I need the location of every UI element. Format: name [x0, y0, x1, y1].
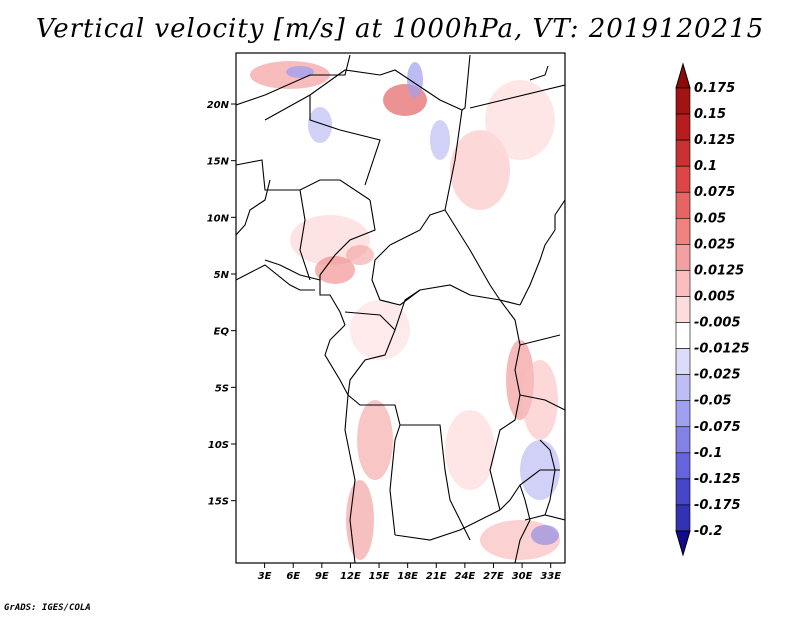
- lon-tick-label: 15E: [369, 571, 390, 582]
- colorbar-top-arrow: [675, 62, 691, 89]
- lat-tick-label: 15N: [207, 157, 230, 168]
- colorbar-swatch: [675, 113, 691, 141]
- colorbar-swatch: [675, 217, 691, 245]
- latitude-axis: 20N 15N 10N 5N EQ 5S 10S 15S: [207, 100, 236, 508]
- colorbar-swatch: [675, 374, 691, 402]
- colorbar-swatch: [675, 296, 691, 323]
- lat-tick-label: 10S: [208, 440, 229, 451]
- lon-tick-label: 6E: [286, 571, 300, 582]
- colorbar-swatch: [675, 87, 691, 115]
- lon-tick-label: 12E: [340, 571, 361, 582]
- lon-tick-label: 24E: [454, 571, 475, 582]
- colorbar-swatch: [675, 348, 691, 375]
- colorbar-swatch: [675, 165, 691, 193]
- colorbar-label: -0.125: [694, 472, 741, 487]
- lon-tick-label: 21E: [426, 571, 447, 582]
- lon-tick-label: 18E: [397, 571, 418, 582]
- colorbar-label: -0.175: [694, 498, 741, 513]
- colorbar-label: -0.0125: [694, 342, 750, 357]
- colorbar-label: 0.1: [694, 159, 717, 174]
- lon-tick-label: 33E: [540, 571, 561, 582]
- lat-tick-label: 20N: [207, 100, 230, 111]
- lat-tick-label: EQ: [214, 327, 230, 338]
- map-title: Vertical velocity [m/s] at 1000hPa, VT: …: [35, 14, 765, 44]
- colorbar-label: 0.0125: [694, 263, 744, 278]
- lon-tick-label: 9E: [315, 571, 329, 582]
- colorbar-label: 0.025: [694, 237, 735, 252]
- colorbar-swatch: [675, 191, 691, 219]
- colorbar-swatch: [675, 322, 691, 349]
- colorbar-label: 0.125: [694, 133, 735, 148]
- lat-tick-label: 5N: [214, 270, 230, 281]
- lat-tick-label: 15S: [208, 497, 229, 508]
- footer-credit: GrADS: IGES/COLA: [4, 603, 91, 613]
- colorbar-label: -0.005: [694, 316, 741, 331]
- colorbar-label: 0.075: [694, 185, 735, 200]
- colorbar-swatch: [675, 244, 691, 271]
- lat-tick-label: 10N: [207, 213, 230, 224]
- colorbar-label: 0.005: [694, 289, 735, 304]
- longitude-axis: 3E 6E 9E 12E 15E 18E 21E 24E 27E 30E 33E: [258, 563, 561, 582]
- colorbar-label: -0.1: [694, 446, 722, 461]
- colorbar-label: -0.2: [694, 524, 722, 539]
- lon-tick-label: 30E: [512, 571, 533, 582]
- colorbar-label: 0.15: [694, 107, 726, 122]
- velocity-field: [250, 61, 560, 560]
- colorbar-label: -0.05: [694, 394, 731, 409]
- colorbar-swatch: [675, 452, 691, 480]
- country-borders: [236, 54, 565, 563]
- colorbar-swatch: [675, 139, 691, 167]
- lon-tick-label: 3E: [258, 571, 272, 582]
- lat-tick-label: 5S: [215, 383, 229, 394]
- lon-tick-label: 27E: [483, 571, 504, 582]
- colorbar: 0.175 0.15 0.125 0.1 0.075 0.05 0.025 0.0125 0.0…: [675, 62, 750, 557]
- colorbar-bottom-arrow: [675, 530, 691, 557]
- colorbar-swatch: [675, 504, 691, 532]
- colorbar-swatch: [675, 478, 691, 506]
- colorbar-label: -0.075: [694, 420, 741, 435]
- colorbar-label: 0.175: [694, 81, 735, 96]
- colorbar-swatch: [675, 426, 691, 454]
- colorbar-swatch: [675, 400, 691, 428]
- map-frame: [235, 52, 566, 564]
- colorbar-label: -0.025: [694, 368, 741, 383]
- colorbar-swatch: [675, 270, 691, 297]
- colorbar-label: 0.05: [694, 211, 726, 226]
